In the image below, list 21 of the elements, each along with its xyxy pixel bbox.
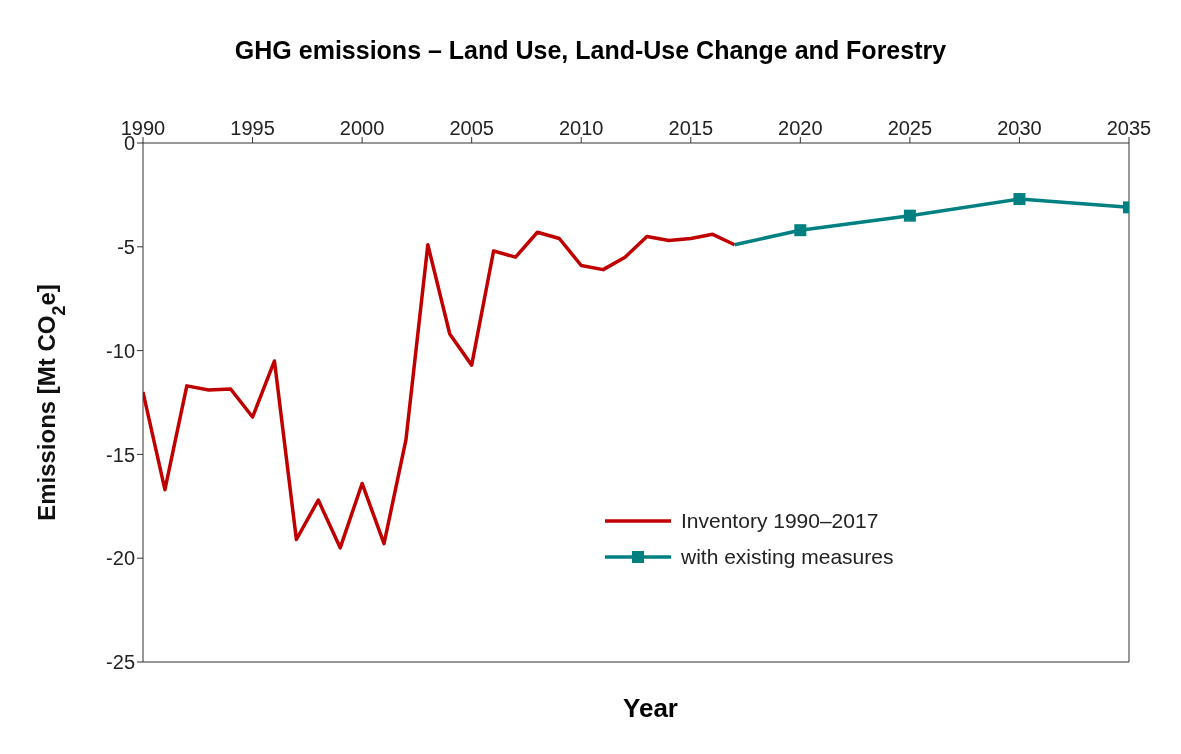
x-tick-label: 2015 [668, 117, 714, 139]
point [1013, 193, 1026, 206]
y-tick-label: -15 [106, 443, 135, 466]
legend-label: with existing measures [681, 545, 894, 569]
point [794, 224, 807, 237]
chart-title: GHG emissions – Land Use, Land-Use Change and Forestry [233, 36, 948, 65]
x-tick-label: 2025 [887, 117, 933, 139]
x-axis-title: Year [622, 693, 679, 724]
x-tick-label: 2035 [1106, 117, 1152, 139]
point [903, 209, 916, 222]
x-tick-label: 1995 [230, 117, 275, 139]
y-tick-label: -20 [106, 547, 135, 570]
y-tick-label: -5 [117, 235, 135, 258]
y-tick-label: -10 [106, 339, 135, 362]
x-tick-label: 2020 [778, 117, 823, 139]
legend-label: Inventory 1990–2017 [681, 509, 879, 533]
x-tick-label: 2010 [558, 117, 604, 139]
x-tick-label: 2000 [339, 117, 385, 139]
x-tick-label: 2005 [449, 117, 494, 139]
x-tick-label: 2030 [997, 117, 1042, 139]
y-tick-label: -25 [106, 651, 135, 674]
